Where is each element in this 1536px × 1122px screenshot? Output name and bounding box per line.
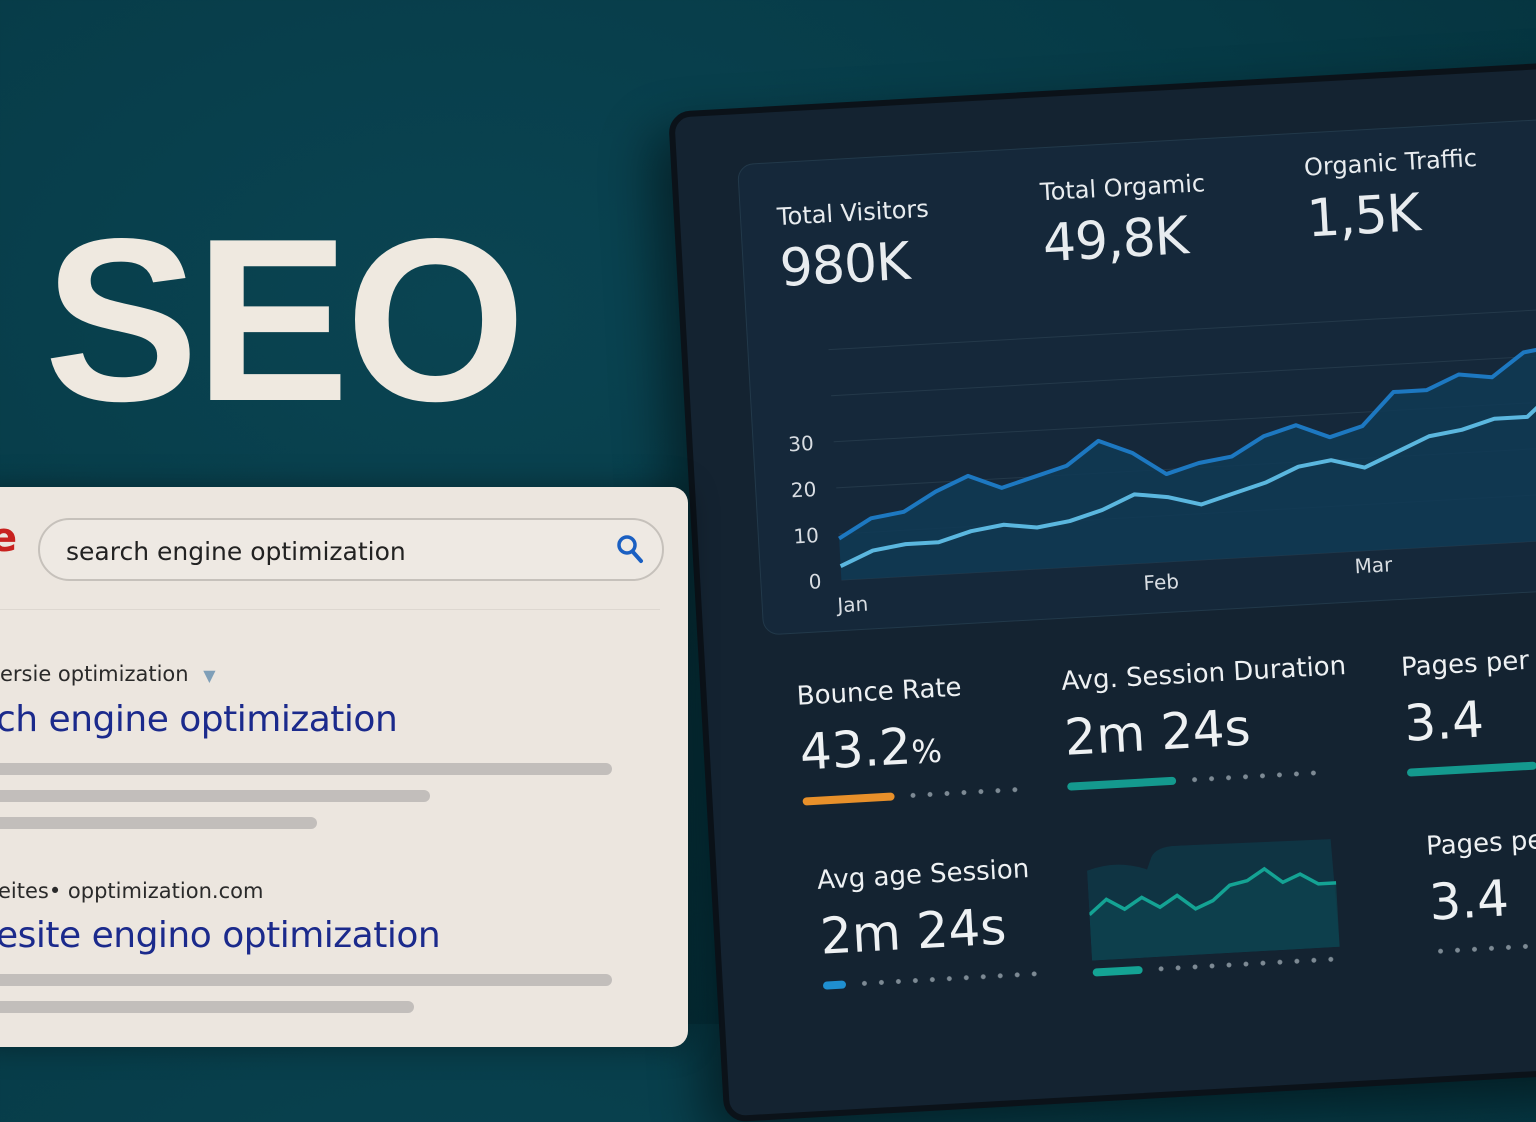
metric-label: Avg age Session	[816, 854, 1037, 896]
search-logo: e	[0, 515, 17, 561]
result-title-link[interactable]: esite engino optimization	[0, 915, 440, 956]
y-tick-label: 20	[790, 477, 817, 502]
progress-dots	[1432, 941, 1536, 955]
progress-dots	[1152, 956, 1342, 973]
stat-value: 980K	[778, 231, 933, 299]
search-bar[interactable]	[38, 518, 664, 581]
result-url: ersie optimization	[0, 662, 189, 686]
y-tick-label: 10	[793, 523, 820, 548]
progress-dots	[1186, 769, 1327, 783]
x-tick-label: Feb	[1143, 569, 1180, 595]
snippet-line	[0, 817, 317, 829]
metric-avg-session-duration: Avg. Session Duration 2m 24s	[1061, 652, 1328, 790]
snippet-line	[0, 1001, 414, 1013]
metric-value: 3.4	[1428, 866, 1536, 932]
result-title-link[interactable]: ch engine optimization	[0, 699, 397, 740]
stat-organic-traffic: Organic Traffic 1,5K	[1303, 144, 1481, 250]
metric-label: Pages per	[1400, 645, 1536, 683]
progress-dots	[905, 786, 1023, 799]
stat-value: 49,8K	[1041, 205, 1209, 274]
dashboard-monitor: Total Visitors 980K Total Orgamic 49,8K …	[668, 58, 1536, 1122]
progress-bar	[823, 969, 1043, 989]
progress-bar	[1067, 768, 1327, 791]
y-tick-label: 30	[788, 431, 815, 456]
metric-unit: %	[910, 732, 942, 772]
metric-label: Bounce Rate	[796, 669, 1017, 711]
metric-pages-per-2: Pages per 3.4	[1425, 824, 1536, 956]
result-url: eites• opptimization.com	[0, 879, 263, 903]
metric-label: Pages per	[1425, 824, 1536, 862]
progress-fill	[1092, 966, 1142, 977]
search-input[interactable]	[64, 532, 588, 570]
metric-bounce-rate: Bounce Rate 43.2%	[796, 669, 1023, 805]
metric-pages-per: Pages per 3.4	[1400, 645, 1536, 777]
snippet-line	[0, 763, 612, 775]
y-tick-label: 0	[808, 569, 822, 594]
hero-title: SEO	[44, 205, 522, 437]
metric-number: 43.2	[798, 717, 912, 781]
progress-bar	[1432, 940, 1536, 956]
x-tick-label: Jan	[835, 592, 869, 618]
search-results-panel: e ersie optimization ▼ ch engine optimiz…	[0, 487, 688, 1047]
result-breadcrumb: ersie optimization ▼	[0, 662, 216, 686]
x-tick-label: Mar	[1354, 552, 1394, 578]
snippet-line	[0, 790, 430, 802]
progress-fill	[823, 980, 847, 989]
mini-chart-widget	[1086, 837, 1343, 981]
snippet-line	[0, 974, 612, 986]
metric-value: 3.4	[1403, 687, 1536, 753]
stat-total-visitors: Total Visitors 980K	[776, 195, 933, 299]
progress-dots	[856, 970, 1043, 986]
progress-bar	[802, 785, 1022, 805]
metric-avg-age-session: Avg age Session 2m 24s	[816, 854, 1043, 990]
progress-fill	[1067, 777, 1176, 791]
gridline	[829, 307, 1536, 349]
stat-label: Total Orgamic	[1039, 169, 1206, 206]
divider	[0, 609, 660, 610]
stat-total-organic: Total Orgamic 49,8K	[1039, 169, 1209, 274]
metric-value: 43.2%	[798, 711, 1021, 781]
progress-bar	[1407, 761, 1536, 777]
stat-value: 1,5K	[1305, 180, 1481, 250]
stat-label: Total Visitors	[776, 195, 929, 231]
mini-sparkline-chart	[1086, 837, 1342, 961]
chart-area	[829, 307, 1536, 580]
stat-label: Organic Traffic	[1303, 144, 1477, 182]
metric-value: 2m 24s	[819, 896, 1042, 966]
progress-fill	[802, 792, 895, 805]
dropdown-triangle-icon[interactable]: ▼	[203, 666, 215, 685]
search-icon[interactable]	[616, 534, 644, 568]
metric-value: 2m 24s	[1063, 694, 1326, 766]
metric-label: Avg. Session Duration	[1061, 652, 1322, 696]
traffic-line-chart: 0102030JanFebMarMar	[768, 287, 1536, 623]
progress-fill	[1407, 762, 1536, 777]
traffic-card: Total Visitors 980K Total Orgamic 49,8K …	[737, 115, 1536, 635]
